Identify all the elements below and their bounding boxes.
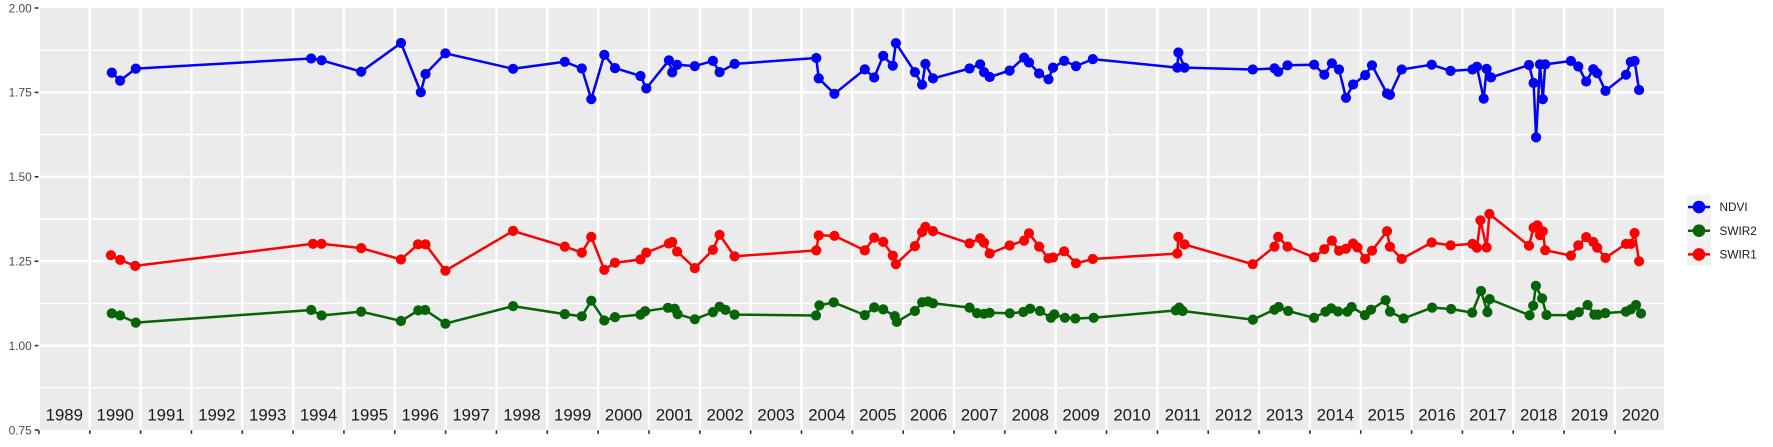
- svg-text:2013: 2013: [1266, 406, 1303, 425]
- svg-text:1992: 1992: [198, 406, 235, 425]
- svg-text:1994: 1994: [300, 406, 337, 425]
- svg-text:2005: 2005: [859, 406, 896, 425]
- svg-text:2011: 2011: [1165, 406, 1201, 425]
- svg-text:1996: 1996: [402, 406, 439, 425]
- svg-text:2007: 2007: [961, 406, 998, 425]
- svg-text:2003: 2003: [757, 406, 794, 425]
- svg-text:2000: 2000: [605, 406, 642, 425]
- svg-text:2002: 2002: [707, 406, 744, 425]
- svg-text:NDVI: NDVI: [1720, 200, 1748, 214]
- svg-text:2016: 2016: [1418, 406, 1455, 425]
- svg-text:2014: 2014: [1317, 406, 1354, 425]
- svg-text:1.50: 1.50: [9, 170, 33, 184]
- svg-text:2019: 2019: [1571, 406, 1608, 425]
- svg-text:1999: 1999: [554, 406, 591, 425]
- svg-text:2012: 2012: [1215, 406, 1252, 425]
- svg-text:2006: 2006: [910, 406, 947, 425]
- svg-text:2018: 2018: [1520, 406, 1557, 425]
- svg-text:2004: 2004: [808, 406, 845, 425]
- svg-text:1990: 1990: [97, 406, 134, 425]
- svg-text:1.00: 1.00: [9, 339, 33, 353]
- svg-text:2008: 2008: [1012, 406, 1049, 425]
- svg-text:1.75: 1.75: [9, 86, 33, 100]
- svg-text:1998: 1998: [503, 406, 540, 425]
- svg-text:1989: 1989: [46, 406, 83, 425]
- svg-text:2017: 2017: [1469, 406, 1506, 425]
- svg-text:1.25: 1.25: [9, 255, 33, 269]
- svg-text:0.75: 0.75: [9, 423, 33, 437]
- svg-text:1993: 1993: [249, 406, 286, 425]
- svg-text:1991: 1991: [147, 406, 184, 425]
- svg-text:2.00: 2.00: [9, 1, 33, 15]
- svg-text:SWIR2: SWIR2: [1720, 224, 1757, 238]
- svg-text:2010: 2010: [1113, 406, 1150, 425]
- svg-text:1997: 1997: [452, 406, 489, 425]
- svg-text:2009: 2009: [1062, 406, 1099, 425]
- svg-text:2020: 2020: [1622, 406, 1659, 425]
- svg-text:SWIR1: SWIR1: [1720, 248, 1757, 262]
- svg-text:1995: 1995: [351, 406, 388, 425]
- svg-text:2015: 2015: [1368, 406, 1405, 425]
- svg-text:2001: 2001: [656, 406, 693, 425]
